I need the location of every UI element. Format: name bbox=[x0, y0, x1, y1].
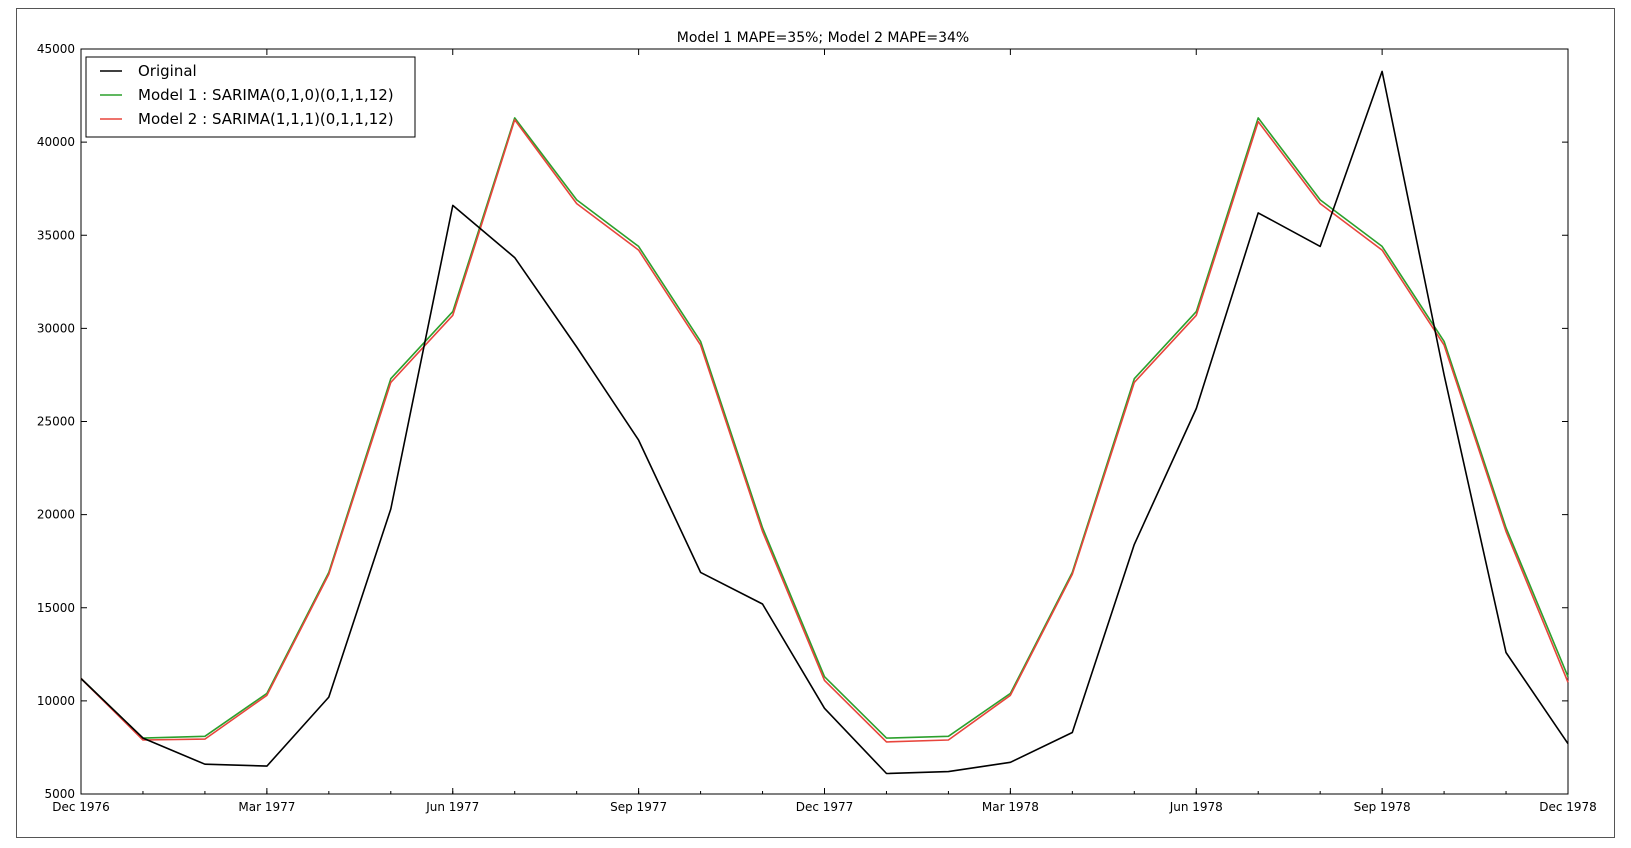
y-tick-label: 30000 bbox=[37, 321, 75, 335]
legend-box bbox=[85, 56, 416, 138]
y-tick-label: 5000 bbox=[44, 787, 75, 801]
x-tick-label: Jun 1978 bbox=[1169, 800, 1223, 814]
legend-label: Model 2 : SARIMA(1,1,1)(0,1,1,12) bbox=[138, 110, 394, 128]
series-line-2 bbox=[80, 119, 1569, 743]
y-tick-label: 40000 bbox=[37, 135, 75, 149]
chart-title: Model 1 MAPE=35%; Model 2 MAPE=34% bbox=[677, 30, 969, 46]
y-tick-label: 10000 bbox=[37, 694, 75, 708]
legend-label: Original bbox=[138, 62, 197, 80]
figure-frame bbox=[16, 8, 1615, 838]
x-tick-label: Sep 1978 bbox=[1354, 800, 1411, 814]
x-tick-label: Dec 1976 bbox=[52, 800, 110, 814]
y-tick-label: 20000 bbox=[37, 508, 75, 522]
y-tick-label: 25000 bbox=[37, 415, 75, 429]
legend-label: Model 1 : SARIMA(0,1,0)(0,1,1,12) bbox=[138, 86, 394, 104]
plot-area-border bbox=[80, 48, 1569, 795]
y-tick-label: 15000 bbox=[37, 601, 75, 615]
series-line-0 bbox=[80, 70, 1569, 775]
x-tick-label: Dec 1978 bbox=[1539, 800, 1597, 814]
x-tick-label: Jun 1977 bbox=[425, 800, 479, 814]
x-tick-label: Sep 1977 bbox=[610, 800, 667, 814]
series-lines bbox=[80, 70, 1569, 775]
plot-axes: 5000 10000 15000 20000 25000 30000 35000 40000 4… bbox=[37, 42, 1597, 814]
legend: Original Model 1 : SARIMA(0,1,0)(0,1,1,12… bbox=[85, 56, 416, 138]
y-tick-label: 45000 bbox=[37, 42, 75, 56]
y-tick-label: 35000 bbox=[37, 228, 75, 242]
series-line-1 bbox=[80, 117, 1569, 739]
x-tick-label: Dec 1977 bbox=[796, 800, 854, 814]
x-tick-label: Mar 1977 bbox=[238, 800, 295, 814]
x-tick-label: Mar 1978 bbox=[982, 800, 1039, 814]
